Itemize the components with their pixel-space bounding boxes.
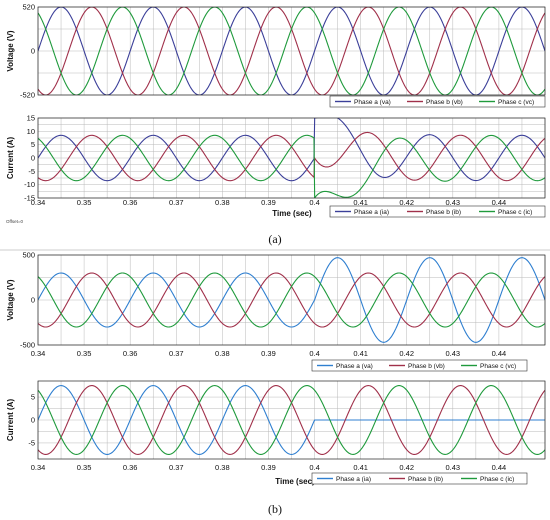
x-tick-label: 0.36 [123, 198, 138, 207]
caption-b: (b) [268, 502, 282, 516]
x-tick-label: 0.41 [353, 349, 368, 358]
x-tick-label: 0.43 [446, 349, 461, 358]
y-axis-label: Voltage (V) [6, 279, 15, 321]
legend-entry: Phase c (ic) [498, 209, 532, 216]
x-tick-label: 0.43 [446, 198, 461, 207]
legend-entry: Phase c (ic) [480, 476, 514, 483]
x-tick-label: 0.42 [399, 198, 414, 207]
legend-entry: Phase b (ib) [408, 476, 443, 483]
y-tick-label: 0 [31, 296, 35, 305]
legend-entry: Phase a (ia) [336, 476, 371, 483]
y-tick-label: 0 [31, 416, 35, 425]
legend-entry: Phase b (vb) [408, 363, 445, 370]
x-tick-label: 0.34 [31, 463, 46, 472]
legend-entry: Phase a (va) [336, 363, 373, 370]
series-line-3 [38, 134, 545, 198]
x-tick-label: 0.4 [309, 463, 319, 472]
legend-box [329, 95, 546, 108]
x-tick-label: 0.36 [123, 463, 138, 472]
x-axis-label: Time (sec) [275, 477, 315, 486]
y-tick-label: 10 [27, 127, 35, 136]
x-tick-label: 0.41 [353, 463, 368, 472]
x-tick-label: 0.35 [77, 349, 92, 358]
series-line-3 [38, 385, 545, 455]
x-tick-label: 0.37 [169, 349, 184, 358]
series-group [38, 118, 545, 198]
legend-box [329, 205, 546, 218]
legend-entry: Phase b (ib) [426, 209, 461, 216]
y-axis-label: Current (A) [6, 399, 15, 442]
legend-entry: Phase c (vc) [498, 99, 534, 106]
x-tick-label: 0.44 [492, 463, 507, 472]
legend-entry: Phase a (va) [354, 99, 391, 106]
y-tick-label: 0 [31, 154, 35, 163]
x-tick-label: 0.37 [169, 463, 184, 472]
chart-a_voltage: 520 0 -520 Voltage (V) Phase a (va) Phase b (… [6, 3, 546, 108]
x-tick-label: 0.38 [215, 198, 230, 207]
chart-a_current: 15 10 5 0 -5 -10 -15 Current (A) 0.34 0.35 0.36 0.3… [6, 114, 546, 218]
legend-box [311, 472, 528, 485]
y-tick-label: -15 [24, 194, 35, 203]
y-tick-label: 5 [31, 140, 35, 149]
plot-frame [37, 254, 546, 346]
x-tick-label: 0.34 [31, 198, 46, 207]
legend: Phase a (va) Phase b (vb) Phase c (vc) [329, 95, 546, 108]
x-tick-label: 0.35 [77, 463, 92, 472]
plot-frame [37, 117, 546, 199]
y-tick-label: -520 [20, 91, 35, 100]
x-tick-label: 0.44 [492, 349, 507, 358]
x-tick-label: 0.34 [31, 349, 46, 358]
x-tick-label: 0.43 [446, 463, 461, 472]
y-tick-label: 500 [22, 251, 35, 260]
y-tick-label: -5 [28, 167, 35, 176]
x-tick-label: 0.41 [353, 198, 368, 207]
legend-entry: Phase a (ia) [354, 209, 389, 216]
legend-entry: Phase c (vc) [480, 363, 516, 370]
x-axis-label: Time (sec) [272, 209, 312, 218]
series-group [38, 385, 545, 455]
legend: Phase a (ia) Phase b (ib) Phase c (ic) [311, 472, 528, 485]
legend-entry: Phase b (vb) [426, 99, 463, 106]
series-group [38, 257, 545, 343]
x-tick-label: 0.42 [399, 463, 414, 472]
x-tick-label: 0.42 [399, 349, 414, 358]
legend-box [311, 359, 528, 372]
y-tick-label: -500 [20, 341, 35, 350]
x-tick-label: 0.39 [261, 463, 276, 472]
caption-a: (a) [268, 232, 281, 246]
x-tick-label: 0.4 [309, 349, 319, 358]
y-axis-label: Voltage (V) [6, 30, 15, 72]
legend: Phase a (ia) Phase b (ib) Phase c (ic) [329, 205, 546, 218]
x-tick-label: 0.37 [169, 198, 184, 207]
y-tick-label: 520 [22, 3, 35, 12]
y-tick-label: -10 [24, 180, 35, 189]
y-tick-label: 0 [31, 47, 35, 56]
x-tick-label: 0.39 [261, 349, 276, 358]
x-tick-label: 0.35 [77, 198, 92, 207]
y-tick-label: 5 [31, 393, 35, 402]
x-tick-label: 0.39 [261, 198, 276, 207]
chart-b_voltage: 500 0 -500 Voltage (V) 0.34 0.35 0.36 0.37 0.38 0… [6, 251, 546, 372]
x-tick-label: 0.36 [123, 349, 138, 358]
chart-b_current: 5 0 -5 Current (A) 0.34 0.35 0.36 0.37 0.38 0.39 0… [6, 380, 546, 486]
legend: Phase a (va) Phase b (vb) Phase c (vc) [311, 359, 528, 372]
x-tick-label: 0.38 [215, 349, 230, 358]
x-tick-label: 0.4 [309, 198, 319, 207]
y-tick-label: -5 [28, 438, 35, 447]
x-tick-label: 0.44 [492, 198, 507, 207]
plot-frame [37, 380, 546, 460]
series-line-3 [38, 272, 545, 328]
y-tick-label: 15 [27, 114, 35, 123]
offset-note: Offset=0 [6, 219, 24, 224]
plot-frame [37, 6, 546, 96]
y-axis-label: Current (A) [6, 137, 15, 180]
x-tick-label: 0.38 [215, 463, 230, 472]
